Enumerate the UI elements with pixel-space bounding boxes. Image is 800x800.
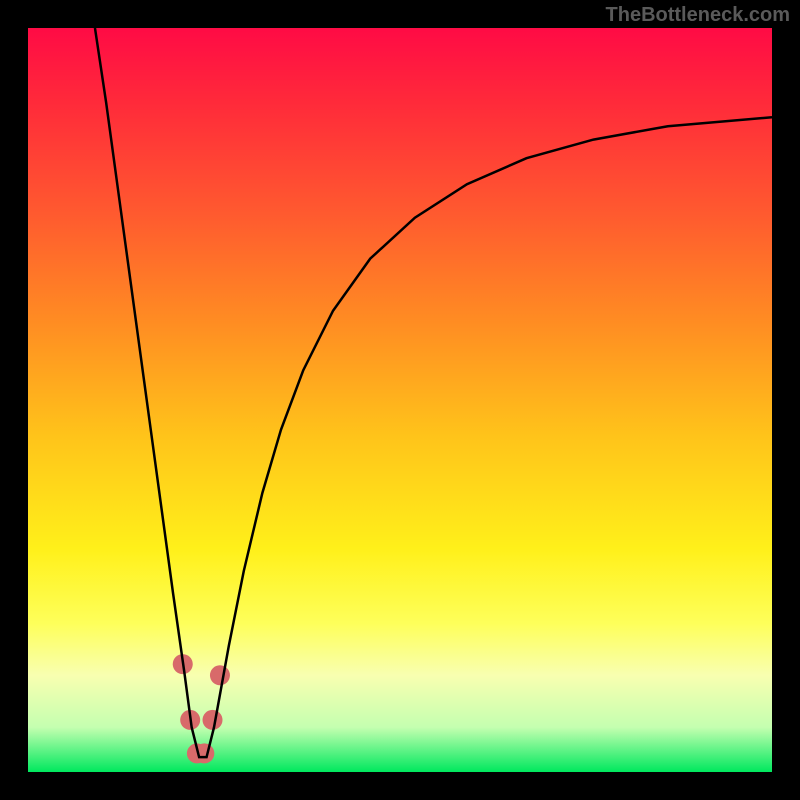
bottleneck-chart (0, 0, 800, 800)
highlight-dot (210, 665, 230, 685)
highlight-dot (203, 710, 223, 730)
watermark-text: TheBottleneck.com (606, 4, 790, 27)
chart-gradient-background (28, 28, 772, 772)
